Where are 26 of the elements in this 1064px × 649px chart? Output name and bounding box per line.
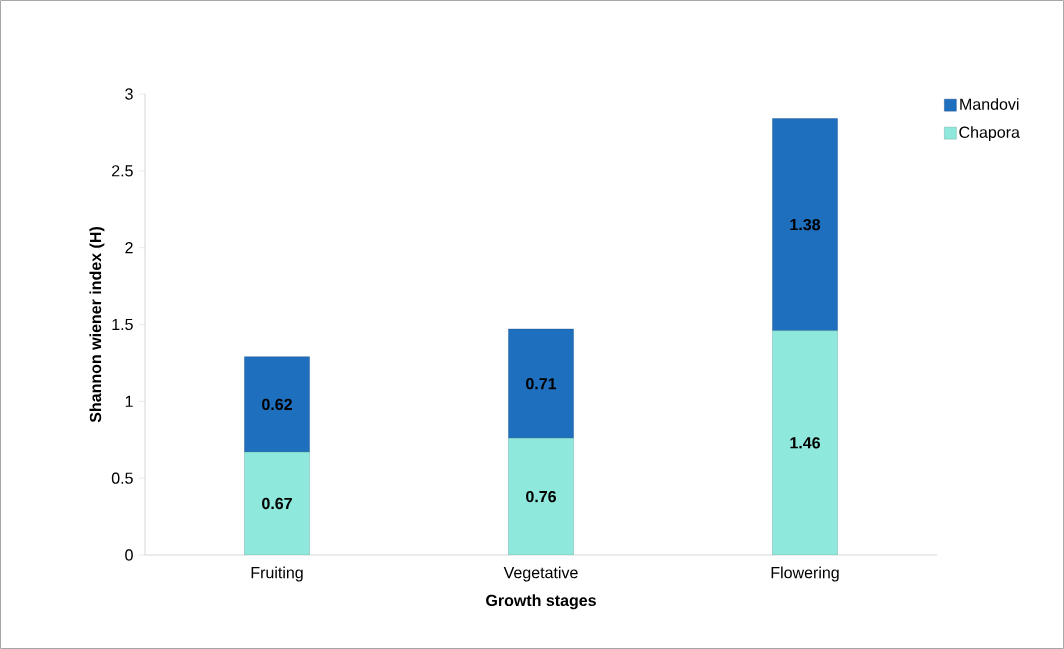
bar [772, 118, 838, 331]
bar [244, 356, 310, 453]
y-tick-label: 1 [125, 395, 133, 407]
data-label: 0.71 [526, 378, 557, 390]
y-tick-label: 0 [125, 549, 133, 561]
x-tick-label: Flowering [771, 566, 839, 582]
y-tick-label: 2.5 [112, 165, 133, 177]
y-axis-title: Shannon wiener index (H) [89, 227, 105, 423]
data-label: 0.67 [262, 497, 292, 510]
y-tick-label: 2 [125, 242, 133, 254]
legend-label: Chapora [959, 126, 1020, 142]
x-tick-label: Vegetative [503, 566, 578, 582]
y-tick-label: 3 [125, 88, 133, 100]
x-axis-title: Growth stages [486, 594, 596, 610]
y-tick-label: 1.5 [112, 318, 133, 331]
bar [508, 328, 574, 439]
data-label: 0.62 [262, 398, 292, 411]
x-tick-label: Fruiting [251, 566, 303, 582]
bar [244, 451, 310, 555]
y-tick-label: 0.5 [111, 472, 133, 484]
data-label: 1.38 [790, 218, 821, 231]
data-label: 0.76 [526, 490, 556, 503]
data-label: 1.46 [790, 437, 821, 449]
legend-label: Mandovi [960, 98, 1019, 110]
bar [772, 330, 838, 555]
bar [508, 438, 574, 555]
